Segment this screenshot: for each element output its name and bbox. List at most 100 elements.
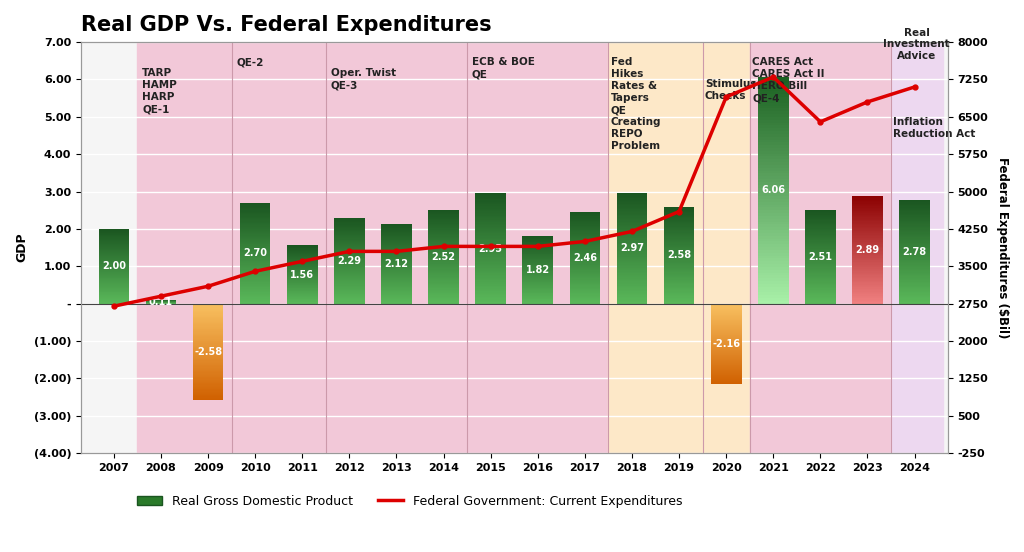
- Bar: [287, 260, 317, 261]
- Bar: [758, 286, 788, 290]
- Bar: [98, 257, 129, 258]
- Bar: [428, 264, 459, 265]
- Bar: [852, 219, 883, 220]
- Bar: [758, 148, 788, 151]
- Bar: [193, 304, 223, 305]
- Bar: [852, 274, 883, 275]
- Bar: [240, 241, 270, 242]
- Bar: [475, 210, 506, 211]
- Bar: [899, 241, 930, 243]
- Bar: [193, 373, 223, 374]
- Bar: [522, 247, 553, 248]
- Bar: [805, 266, 836, 267]
- Bar: [334, 283, 365, 284]
- Bar: [98, 298, 129, 299]
- Bar: [805, 293, 836, 294]
- Bar: [334, 298, 365, 299]
- Bar: [569, 244, 600, 245]
- Bar: [664, 236, 694, 237]
- Bar: [193, 330, 223, 331]
- Bar: [240, 222, 270, 223]
- Bar: [428, 292, 459, 293]
- Bar: [711, 346, 741, 347]
- Bar: [852, 209, 883, 210]
- Bar: [287, 255, 317, 256]
- Bar: [711, 365, 741, 366]
- Bar: [98, 245, 129, 246]
- Bar: [240, 233, 270, 235]
- Bar: [98, 268, 129, 269]
- Bar: [428, 260, 459, 261]
- Bar: [899, 257, 930, 258]
- Bar: [569, 222, 600, 223]
- Bar: [616, 200, 647, 201]
- Bar: [98, 242, 129, 243]
- Bar: [569, 299, 600, 300]
- Bar: [664, 254, 694, 256]
- Bar: [899, 300, 930, 301]
- Bar: [805, 268, 836, 270]
- Bar: [334, 292, 365, 293]
- Bar: [711, 378, 741, 379]
- Bar: [569, 233, 600, 235]
- Bar: [569, 297, 600, 298]
- Bar: [711, 361, 741, 362]
- Bar: [569, 276, 600, 277]
- Bar: [240, 286, 270, 287]
- Bar: [287, 299, 317, 300]
- Bar: [381, 273, 412, 274]
- Bar: [664, 215, 694, 216]
- Bar: [711, 321, 741, 322]
- Bar: [428, 241, 459, 242]
- Bar: [381, 230, 412, 231]
- Bar: [334, 222, 365, 224]
- Bar: [899, 295, 930, 296]
- Text: 2.70: 2.70: [243, 248, 267, 258]
- Bar: [98, 252, 129, 253]
- Bar: [98, 283, 129, 284]
- Bar: [428, 273, 459, 274]
- Bar: [758, 267, 788, 270]
- Bar: [758, 241, 788, 244]
- Bar: [899, 247, 930, 248]
- Bar: [758, 199, 788, 202]
- Bar: [428, 235, 459, 237]
- Bar: [381, 264, 412, 265]
- Bar: [852, 267, 883, 269]
- Bar: [569, 258, 600, 259]
- Bar: [758, 208, 788, 210]
- Bar: [758, 275, 788, 278]
- Bar: [664, 265, 694, 266]
- Bar: [475, 287, 506, 289]
- Bar: [193, 336, 223, 337]
- Bar: [852, 261, 883, 262]
- Bar: [98, 240, 129, 241]
- Bar: [334, 290, 365, 291]
- Bar: [522, 243, 553, 244]
- Bar: [334, 282, 365, 283]
- Bar: [569, 220, 600, 221]
- Bar: [664, 302, 694, 304]
- Bar: [805, 227, 836, 229]
- Bar: [664, 274, 694, 275]
- Bar: [758, 111, 788, 114]
- Bar: [569, 235, 600, 236]
- Bar: [569, 225, 600, 226]
- Bar: [711, 327, 741, 328]
- Bar: [334, 249, 365, 250]
- Bar: [805, 220, 836, 221]
- Bar: [805, 224, 836, 225]
- Bar: [664, 211, 694, 212]
- Bar: [616, 197, 647, 198]
- Bar: [616, 273, 647, 274]
- Bar: [334, 250, 365, 251]
- Bar: [664, 234, 694, 235]
- Bar: [475, 215, 506, 217]
- Bar: [758, 145, 788, 148]
- Bar: [193, 343, 223, 344]
- Bar: [193, 324, 223, 325]
- Bar: [287, 303, 317, 304]
- Bar: [428, 217, 459, 219]
- Bar: [240, 240, 270, 241]
- Bar: [664, 268, 694, 269]
